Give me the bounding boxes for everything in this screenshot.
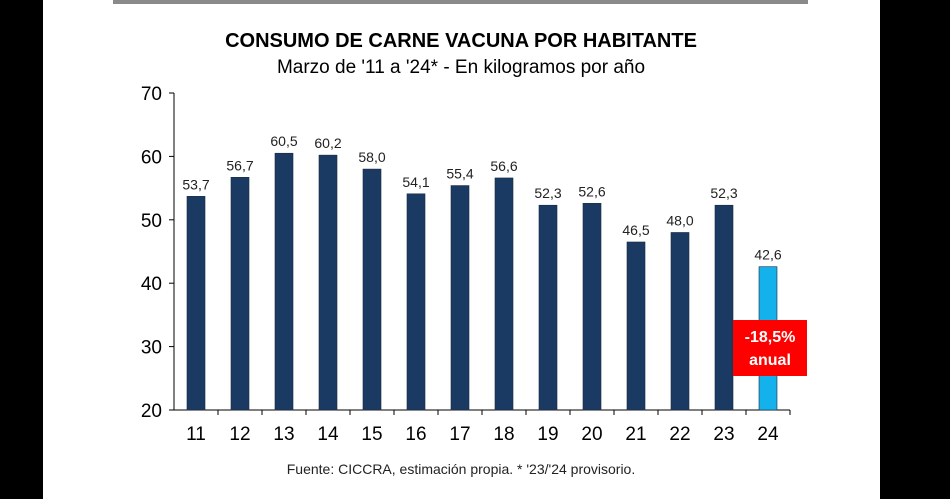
data-label-13: 60,5	[270, 133, 297, 149]
bar-22	[670, 232, 690, 411]
y-tick-label: 50	[141, 211, 162, 232]
x-tick-label-13: 13	[273, 424, 294, 445]
x-tick-label-18: 18	[493, 424, 514, 445]
top-bar	[113, 0, 808, 4]
bar-11	[186, 196, 206, 411]
x-tick-label-23: 23	[713, 424, 734, 445]
bar-16	[406, 193, 426, 411]
data-label-17: 55,4	[446, 166, 473, 182]
data-label-20: 52,6	[578, 183, 605, 199]
bar-15	[362, 168, 382, 411]
y-tick-label: 30	[141, 338, 162, 359]
source-note: Fuente: CICCRA, estimación propia. * '23…	[287, 461, 636, 477]
bar-12	[230, 177, 250, 411]
x-tick-label-12: 12	[229, 424, 250, 445]
x-tick-label-15: 15	[361, 424, 382, 445]
chart-title: CONSUMO DE CARNE VACUNA POR HABITANTE	[225, 30, 697, 52]
y-tick-label: 70	[141, 84, 162, 105]
data-label-16: 54,1	[402, 174, 429, 190]
bar-23	[714, 204, 734, 411]
bar-13	[274, 152, 294, 411]
x-tick-label-17: 17	[449, 424, 470, 445]
y-tick-label: 60	[141, 147, 162, 168]
bar-14	[318, 154, 338, 411]
data-label-11: 53,7	[182, 176, 209, 192]
bar-18	[494, 177, 514, 411]
annotation-line2: anual	[749, 352, 791, 369]
y-tick-label: 40	[141, 274, 162, 295]
data-label-23: 52,3	[710, 185, 737, 201]
data-label-19: 52,3	[534, 185, 561, 201]
chart-subtitle: Marzo de '11 a '24* - En kilogramos por …	[277, 57, 645, 78]
x-tick-label-14: 14	[317, 424, 339, 445]
y-tick-label: 20	[141, 401, 162, 422]
data-label-12: 56,7	[226, 157, 253, 173]
x-tick-label-22: 22	[669, 424, 690, 445]
x-tick-label-16: 16	[405, 424, 426, 445]
x-tick-label-20: 20	[581, 424, 602, 445]
x-tick-label-24: 24	[757, 424, 779, 445]
annotation-line1: -18,5%	[745, 329, 796, 346]
bar-21	[626, 241, 646, 411]
bar-19	[538, 204, 558, 411]
x-tick-label-11: 11	[186, 424, 206, 445]
data-label-22: 48,0	[666, 212, 693, 228]
data-label-15: 58,0	[358, 149, 385, 165]
annotation-box	[733, 320, 807, 376]
data-label-24: 42,6	[754, 247, 781, 263]
data-label-18: 56,6	[490, 158, 517, 174]
x-tick-label-21: 21	[625, 424, 646, 445]
bar-20	[582, 203, 602, 411]
x-tick-label-19: 19	[537, 424, 558, 445]
data-label-21: 46,5	[622, 222, 649, 238]
bar-17	[450, 185, 470, 411]
data-label-14: 60,2	[314, 135, 341, 151]
